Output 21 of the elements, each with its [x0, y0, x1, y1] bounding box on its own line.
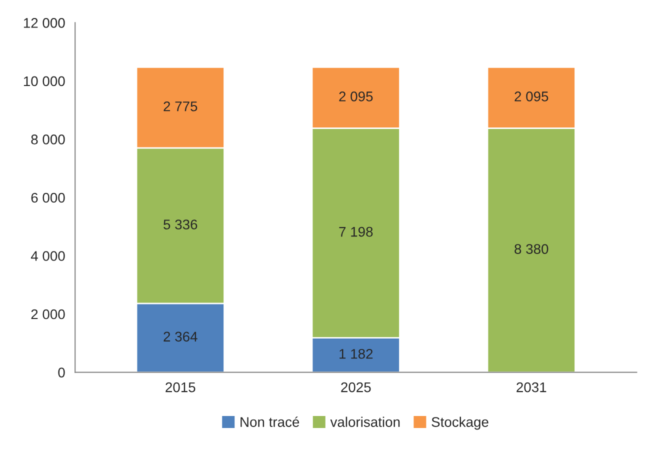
data-label: 7 198 — [339, 226, 373, 237]
x-tick-label: 2015 — [166, 382, 196, 392]
y-tick-label: 4 000 — [30, 251, 65, 261]
data-label: 2 364 — [164, 332, 198, 342]
legend-label: Non tracé — [240, 416, 300, 427]
y-tick-label: 6 000 — [31, 192, 65, 203]
y-tick-label: 2 000 — [31, 309, 65, 320]
data-label: 2 095 — [339, 92, 373, 102]
legend-label: Stockage — [432, 416, 488, 430]
data-label: 2 775 — [164, 101, 198, 112]
y-tick-label: 8 000 — [31, 134, 65, 144]
y-tick-label: 12 000 — [24, 18, 65, 28]
legend-label: valorisation — [330, 416, 400, 427]
x-tick-label: 2031 — [516, 382, 546, 392]
x-tick-label: 2025 — [341, 382, 371, 392]
data-label: 5 336 — [164, 220, 198, 230]
y-tick-label: 0 — [58, 368, 65, 378]
data-label: 2 095 — [514, 92, 548, 102]
data-label: 8 380 — [514, 244, 548, 254]
data-label: 1 182 — [340, 348, 373, 359]
y-tick-label: 10 000 — [24, 76, 65, 86]
